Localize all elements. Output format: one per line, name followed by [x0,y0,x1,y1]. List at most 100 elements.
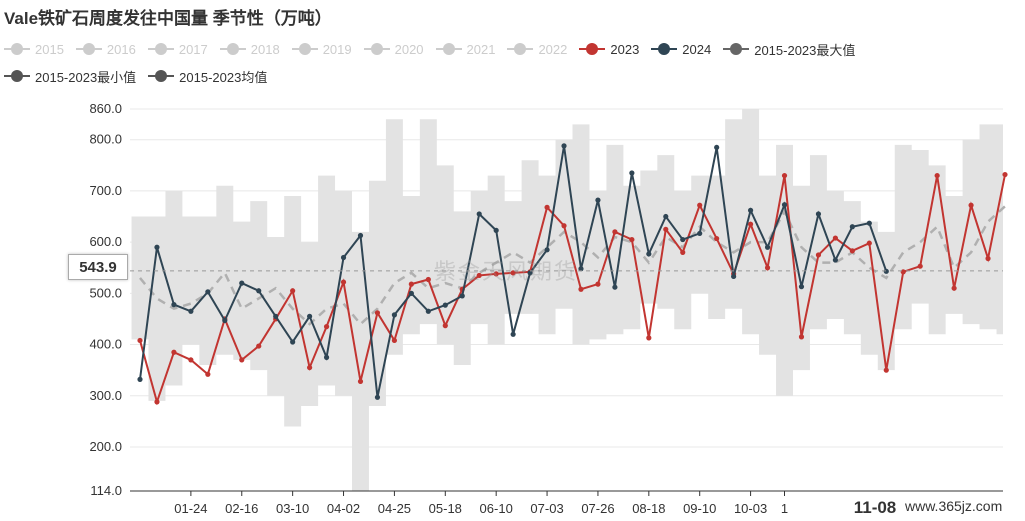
data-point-2023 [663,226,669,232]
legend-marker-icon [507,42,534,56]
legend-marker-icon [4,42,30,56]
data-point-2024 [476,211,482,217]
y-tick-label: 200.0 [89,439,122,454]
y-tick-label: 500.0 [89,285,122,300]
legend-item-2021[interactable]: 2021 [435,41,496,57]
data-point-2023 [307,364,313,371]
data-point-2024 [205,289,211,295]
legend-item-max[interactable]: 2015-2023最大值 [723,40,855,59]
data-point-2024 [731,273,737,280]
legend-label: 2018 [250,41,280,57]
legend-label: 2021 [466,41,496,57]
data-point-2023 [290,288,296,294]
legend-item-2024[interactable]: 2024 [651,42,711,57]
data-point-2023 [544,204,550,210]
data-point-2023 [357,378,364,385]
data-point-2023 [934,172,940,179]
data-point-2023 [900,269,906,275]
legend-item-2016[interactable]: 2016 [75,42,136,57]
data-point-2023 [374,310,381,316]
data-point-2024 [374,394,381,400]
y-tick-label: 800.0 [89,132,122,147]
data-point-2024 [764,244,771,250]
x-tick-label: 04-02 [327,501,360,516]
data-point-2023 [968,202,974,208]
x-tick-label: 03-10 [276,501,309,516]
data-point-2024 [323,354,330,360]
data-point-2024 [612,284,618,290]
data-point-2024 [425,308,431,314]
legend-item-2022[interactable]: 2022 [507,42,567,57]
data-point-2023 [612,229,618,235]
data-point-2023 [697,202,703,208]
y-tick-label: 700.0 [89,183,122,198]
data-point-2023 [798,334,805,340]
data-point-2024 [408,290,414,296]
data-point-2024 [442,302,448,308]
watermark: 紫金天风期货 [434,259,579,284]
data-point-2024 [391,312,398,318]
data-point-2024 [307,313,313,319]
chart-title: Vale铁矿石周度发往中国量 季节性（万吨） [4,9,332,28]
x-tick-label: 09-10 [683,501,716,516]
x-tick-label: 01-24 [174,501,207,516]
legend-label: 2015-2023最小值 [35,69,137,85]
data-point-2024 [781,202,788,208]
legend-item-avg[interactable]: 2015-2023均值 [148,67,267,86]
data-point-2023 [917,263,923,269]
data-point-2023 [239,357,245,363]
legend-label: 2015-2023最大值 [754,42,856,58]
legend-label: 2023 [610,41,640,57]
legend-item-2015[interactable]: 2015 [4,42,64,57]
legend-marker-icon [435,42,462,56]
legend-marker-icon [651,42,678,56]
data-point-2023 [714,235,720,242]
legend-label: 2019 [322,41,352,57]
source-mark: www.365jz.com [903,498,1005,514]
data-point-2024 [714,144,720,151]
data-point-2023 [578,286,584,292]
legend-item-2017[interactable]: 2017 [147,42,208,57]
x-tick-label: 04-25 [378,501,411,516]
y-tick-label: 400.0 [89,337,122,352]
legend: 2015 2016 2017 2018 2019 2020 2021 2022 2023 2024… [4,38,1024,92]
x-tick-label: 10-03 [734,501,767,516]
x-tick-label: 08-18 [632,501,665,516]
data-point-2024 [357,232,364,239]
legend-marker-icon [148,69,175,83]
legend-marker-icon [75,42,102,56]
data-point-2024 [832,257,838,263]
legend-item-2018[interactable]: 2018 [219,41,280,57]
data-point-2023 [951,285,957,291]
data-point-2023 [883,367,889,373]
data-point-2023 [985,255,991,262]
legend-item-2019[interactable]: 2019 [291,41,352,57]
data-point-2024 [798,284,805,290]
data-point-2023 [815,252,822,258]
data-point-2024 [849,224,855,230]
data-point-2024 [544,247,550,253]
legend-marker-icon [723,42,750,56]
legend-item-min[interactable]: 2015-2023最小值 [4,67,136,86]
data-point-2024 [493,227,499,233]
legend-item-2020[interactable]: 2020 [363,41,424,57]
data-point-2024 [171,302,177,308]
legend-label: 2015 [35,41,64,57]
legend-item-2023[interactable]: 2023 [579,42,639,57]
average-line [139,205,1006,326]
data-point-2024 [747,207,754,213]
legend-row-1: 2015 2016 2017 2018 2019 2020 2021 2022 2023 2024… [4,38,1024,60]
data-point-2023 [595,281,601,287]
data-point-2024 [866,220,872,226]
legend-label: 2024 [682,41,712,57]
data-point-2024 [561,143,567,149]
data-point-2024 [527,270,533,276]
legend-label: 2020 [394,41,424,57]
y-axis-pointer-label: 543.9 [68,254,128,280]
data-point-2024 [239,280,245,286]
data-point-2024 [137,376,143,382]
data-point-2024 [663,213,669,220]
data-point-2024 [222,317,228,324]
legend-marker-icon [291,42,318,56]
x-tick-label: 05-18 [429,501,462,516]
